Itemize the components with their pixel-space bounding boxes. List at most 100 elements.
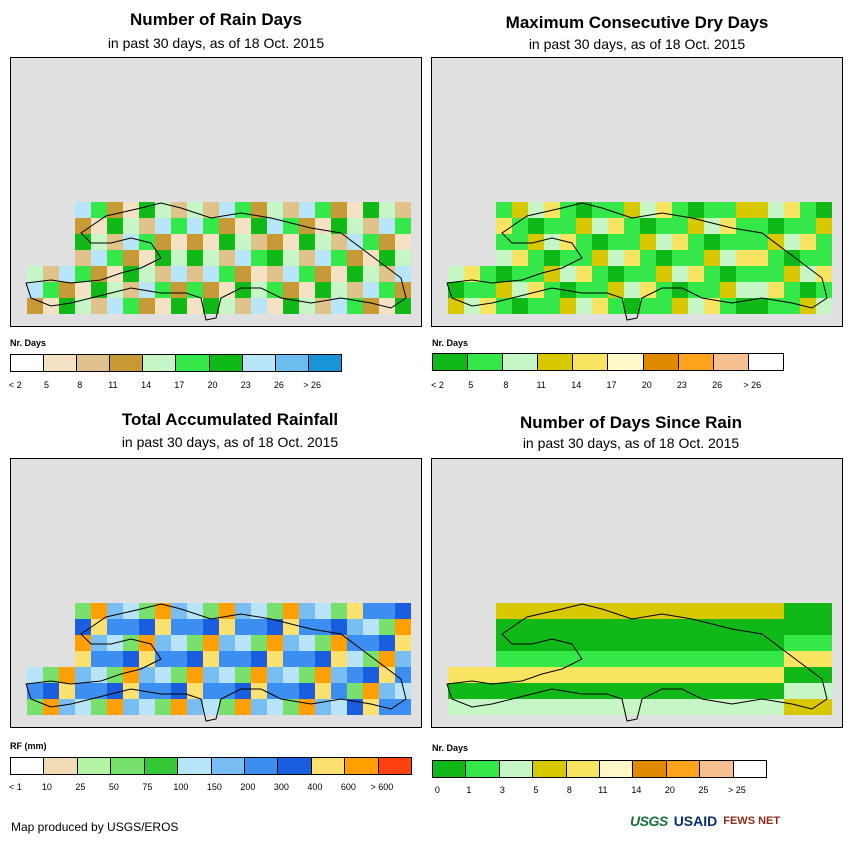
map-cell xyxy=(299,266,315,282)
map-cell xyxy=(608,282,624,298)
map-cell xyxy=(816,667,832,683)
map-cell xyxy=(139,667,155,683)
map-cell xyxy=(688,250,704,266)
map-cell xyxy=(640,202,656,218)
map-cell xyxy=(592,218,608,234)
map-cell xyxy=(363,619,379,635)
legend-label: 100 xyxy=(173,782,189,792)
map-cell xyxy=(480,282,496,298)
legend-label: 5 xyxy=(468,380,474,390)
map-cell xyxy=(752,667,768,683)
map-cell xyxy=(816,202,832,218)
map-cell xyxy=(592,234,608,250)
map-cell xyxy=(219,234,235,250)
map-cell xyxy=(560,651,576,667)
map-cell xyxy=(283,234,299,250)
map-cell xyxy=(736,218,752,234)
map-cell xyxy=(347,619,363,635)
map-cell xyxy=(656,282,672,298)
map-cell xyxy=(299,667,315,683)
legend-swatch xyxy=(608,354,644,370)
map-cell xyxy=(496,202,512,218)
legend-swatch xyxy=(468,354,504,370)
map-cell xyxy=(480,683,496,699)
map-cell xyxy=(816,266,832,282)
map-cell xyxy=(331,667,347,683)
map-cell xyxy=(251,202,267,218)
map-cell xyxy=(251,667,267,683)
map-cell xyxy=(235,218,251,234)
map-cell xyxy=(752,699,768,715)
map-cell xyxy=(315,603,331,619)
map-total-rainfall xyxy=(10,458,422,728)
map-cell xyxy=(656,683,672,699)
map-cell xyxy=(672,234,688,250)
map-cell xyxy=(267,234,283,250)
map-cell xyxy=(267,635,283,651)
map-cell xyxy=(75,282,91,298)
map-cell xyxy=(251,234,267,250)
map-cell xyxy=(123,699,139,715)
map-cell xyxy=(592,298,608,314)
map-cell xyxy=(528,282,544,298)
map-cell xyxy=(688,266,704,282)
legend-swatch xyxy=(176,355,210,371)
map-cell xyxy=(107,218,123,234)
map-cell xyxy=(576,619,592,635)
map-cell xyxy=(688,603,704,619)
map-cell xyxy=(283,683,299,699)
map-cell xyxy=(608,218,624,234)
map-cell xyxy=(59,282,75,298)
map-cell xyxy=(283,667,299,683)
map-cell xyxy=(251,651,267,667)
map-cell xyxy=(672,298,688,314)
map-cell xyxy=(704,635,720,651)
map-cell xyxy=(299,202,315,218)
map-cell xyxy=(768,250,784,266)
map-cell xyxy=(347,282,363,298)
map-cell xyxy=(331,266,347,282)
map-cell xyxy=(496,266,512,282)
map-cell xyxy=(656,234,672,250)
legend-label: 5 xyxy=(44,380,50,390)
map-cell xyxy=(768,218,784,234)
map-cell xyxy=(784,683,800,699)
map-cell xyxy=(496,250,512,266)
map-cell xyxy=(720,298,736,314)
legend-label: 8 xyxy=(566,785,572,795)
map-cell xyxy=(768,667,784,683)
legend-label: 23 xyxy=(240,380,251,390)
map-cell xyxy=(512,282,528,298)
legend-label: 11 xyxy=(108,380,118,390)
map-cell xyxy=(640,266,656,282)
map-cell xyxy=(315,234,331,250)
map-cell xyxy=(784,250,800,266)
map-cell xyxy=(752,202,768,218)
map-days-since-rain xyxy=(431,458,843,728)
panel-subtitle-rain-days: in past 30 days, as of 18 Oct. 2015 xyxy=(107,35,325,51)
map-cell xyxy=(91,699,107,715)
map-cell xyxy=(592,683,608,699)
map-cell xyxy=(496,651,512,667)
legend-swatch xyxy=(308,355,341,371)
legend-label: 14 xyxy=(631,785,642,795)
map-cell xyxy=(91,282,107,298)
map-cell xyxy=(640,619,656,635)
map-cell xyxy=(624,266,640,282)
map-cell xyxy=(379,234,395,250)
map-cell xyxy=(203,218,219,234)
map-cell xyxy=(640,603,656,619)
legend-label: 8 xyxy=(77,380,83,390)
map-cell xyxy=(736,266,752,282)
map-cell xyxy=(379,202,395,218)
map-cell xyxy=(155,234,171,250)
legend-label: > 26 xyxy=(303,380,321,390)
map-cell xyxy=(544,234,560,250)
map-cell xyxy=(171,202,187,218)
legend-swatch xyxy=(278,758,312,774)
map-cell xyxy=(592,266,608,282)
map-cell xyxy=(720,699,736,715)
map-cell xyxy=(736,667,752,683)
map-cell xyxy=(395,683,411,699)
map-cell xyxy=(688,667,704,683)
